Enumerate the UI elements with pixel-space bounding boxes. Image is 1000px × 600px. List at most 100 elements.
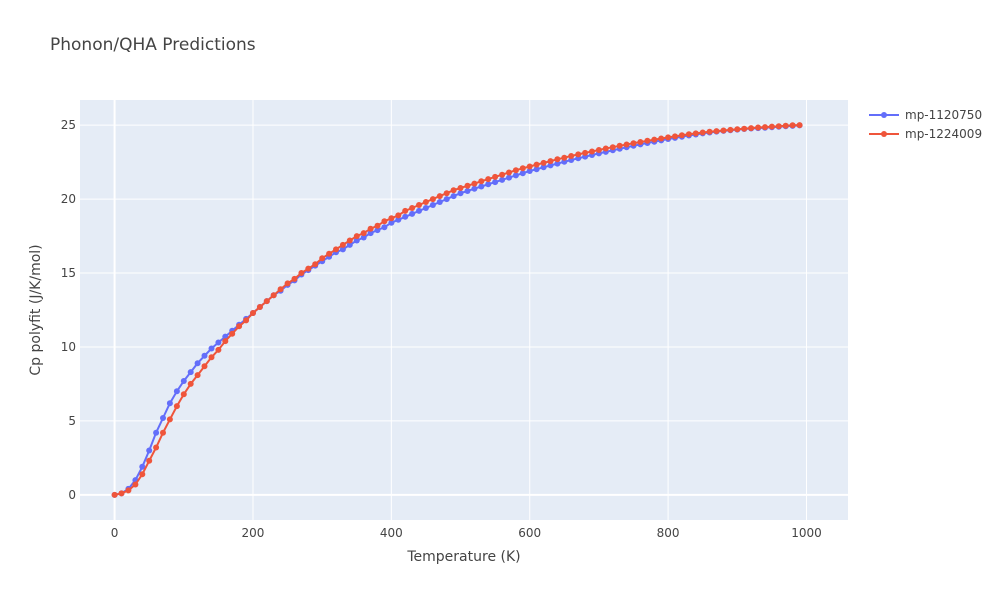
data-point [139, 471, 146, 478]
data-point [173, 403, 180, 410]
data-point [409, 205, 416, 211]
data-point [672, 133, 678, 140]
data-point [782, 122, 789, 129]
data-point [720, 127, 727, 134]
data-point [339, 246, 346, 253]
legend-marker [881, 131, 887, 137]
data-point [284, 280, 291, 287]
data-point [153, 429, 160, 436]
data-point [699, 129, 706, 136]
data-point [429, 202, 436, 208]
data-point [768, 123, 775, 130]
data-point [706, 128, 713, 135]
data-point [291, 275, 298, 282]
data-point [526, 163, 533, 170]
data-point [450, 193, 457, 200]
data-point [713, 128, 720, 135]
data-point [215, 339, 222, 346]
data-point [256, 304, 263, 310]
data-point [478, 178, 485, 185]
data-point [727, 126, 734, 133]
data-point [630, 140, 637, 147]
series-layer [111, 122, 803, 498]
data-point [499, 171, 506, 178]
data-point [111, 491, 118, 498]
data-point [236, 323, 243, 330]
data-point [506, 169, 512, 176]
data-point [381, 218, 388, 225]
legend-item-mp-1120750[interactable]: mp-1120750 [869, 108, 982, 122]
x-tick-label: 0 [111, 526, 119, 540]
data-point [319, 255, 326, 262]
series-line [114, 124, 800, 496]
data-point [422, 205, 429, 211]
data-point [215, 346, 222, 353]
data-point [395, 212, 402, 219]
series-mp-1224009 [111, 122, 803, 498]
data-point [533, 161, 540, 168]
data-point [471, 180, 478, 187]
data-point [416, 202, 422, 208]
data-point [416, 207, 422, 214]
data-point [187, 369, 194, 376]
data-point [492, 179, 499, 186]
data-point [353, 237, 360, 244]
data-point [561, 154, 568, 161]
data-point [118, 490, 125, 497]
data-point [208, 354, 215, 361]
legend-marker [881, 112, 887, 118]
data-point [270, 292, 277, 299]
y-tick-label: 0 [68, 488, 76, 502]
data-point [243, 317, 250, 324]
data-point [589, 148, 595, 155]
data-point [506, 174, 512, 181]
data-point [595, 147, 602, 153]
data-point [547, 158, 554, 165]
data-point [678, 132, 685, 139]
data-point [381, 224, 388, 231]
data-point [333, 246, 339, 253]
data-point [492, 173, 499, 180]
data-point [436, 193, 443, 200]
data-point [540, 159, 547, 166]
data-point [568, 153, 575, 159]
data-point [173, 388, 180, 395]
data-point [388, 219, 395, 226]
data-point [512, 167, 519, 174]
data-point [326, 250, 333, 257]
data-point [166, 416, 173, 423]
data-point [298, 270, 305, 276]
x-tick-label: 200 [242, 526, 265, 540]
plot-area [80, 100, 848, 520]
y-tick-label: 25 [61, 118, 76, 132]
data-point [609, 144, 616, 151]
data-point [526, 168, 533, 174]
legend[interactable]: mp-1120750 mp-1224009 [869, 108, 982, 141]
data-point [388, 215, 395, 222]
data-point [457, 190, 464, 197]
x-tick-label: 800 [657, 526, 680, 540]
data-point [554, 156, 561, 163]
data-point [229, 330, 236, 337]
data-point [547, 162, 554, 169]
data-point [748, 125, 755, 132]
data-point [796, 122, 803, 129]
data-point [250, 310, 256, 316]
data-point [409, 210, 416, 217]
data-point [540, 164, 547, 171]
data-point [519, 165, 526, 172]
data-point [755, 124, 762, 131]
x-tick-label: 1000 [791, 526, 822, 540]
data-point [201, 352, 208, 359]
data-point [762, 124, 768, 131]
data-point [533, 166, 540, 173]
legend-label: mp-1224009 [905, 127, 982, 141]
data-point [402, 213, 409, 220]
legend-item-mp-1224009[interactable]: mp-1224009 [869, 127, 982, 141]
data-point [374, 222, 381, 229]
data-point [554, 160, 561, 167]
y-tick-label: 10 [61, 340, 76, 354]
data-point [457, 185, 464, 191]
data-point [367, 230, 374, 237]
